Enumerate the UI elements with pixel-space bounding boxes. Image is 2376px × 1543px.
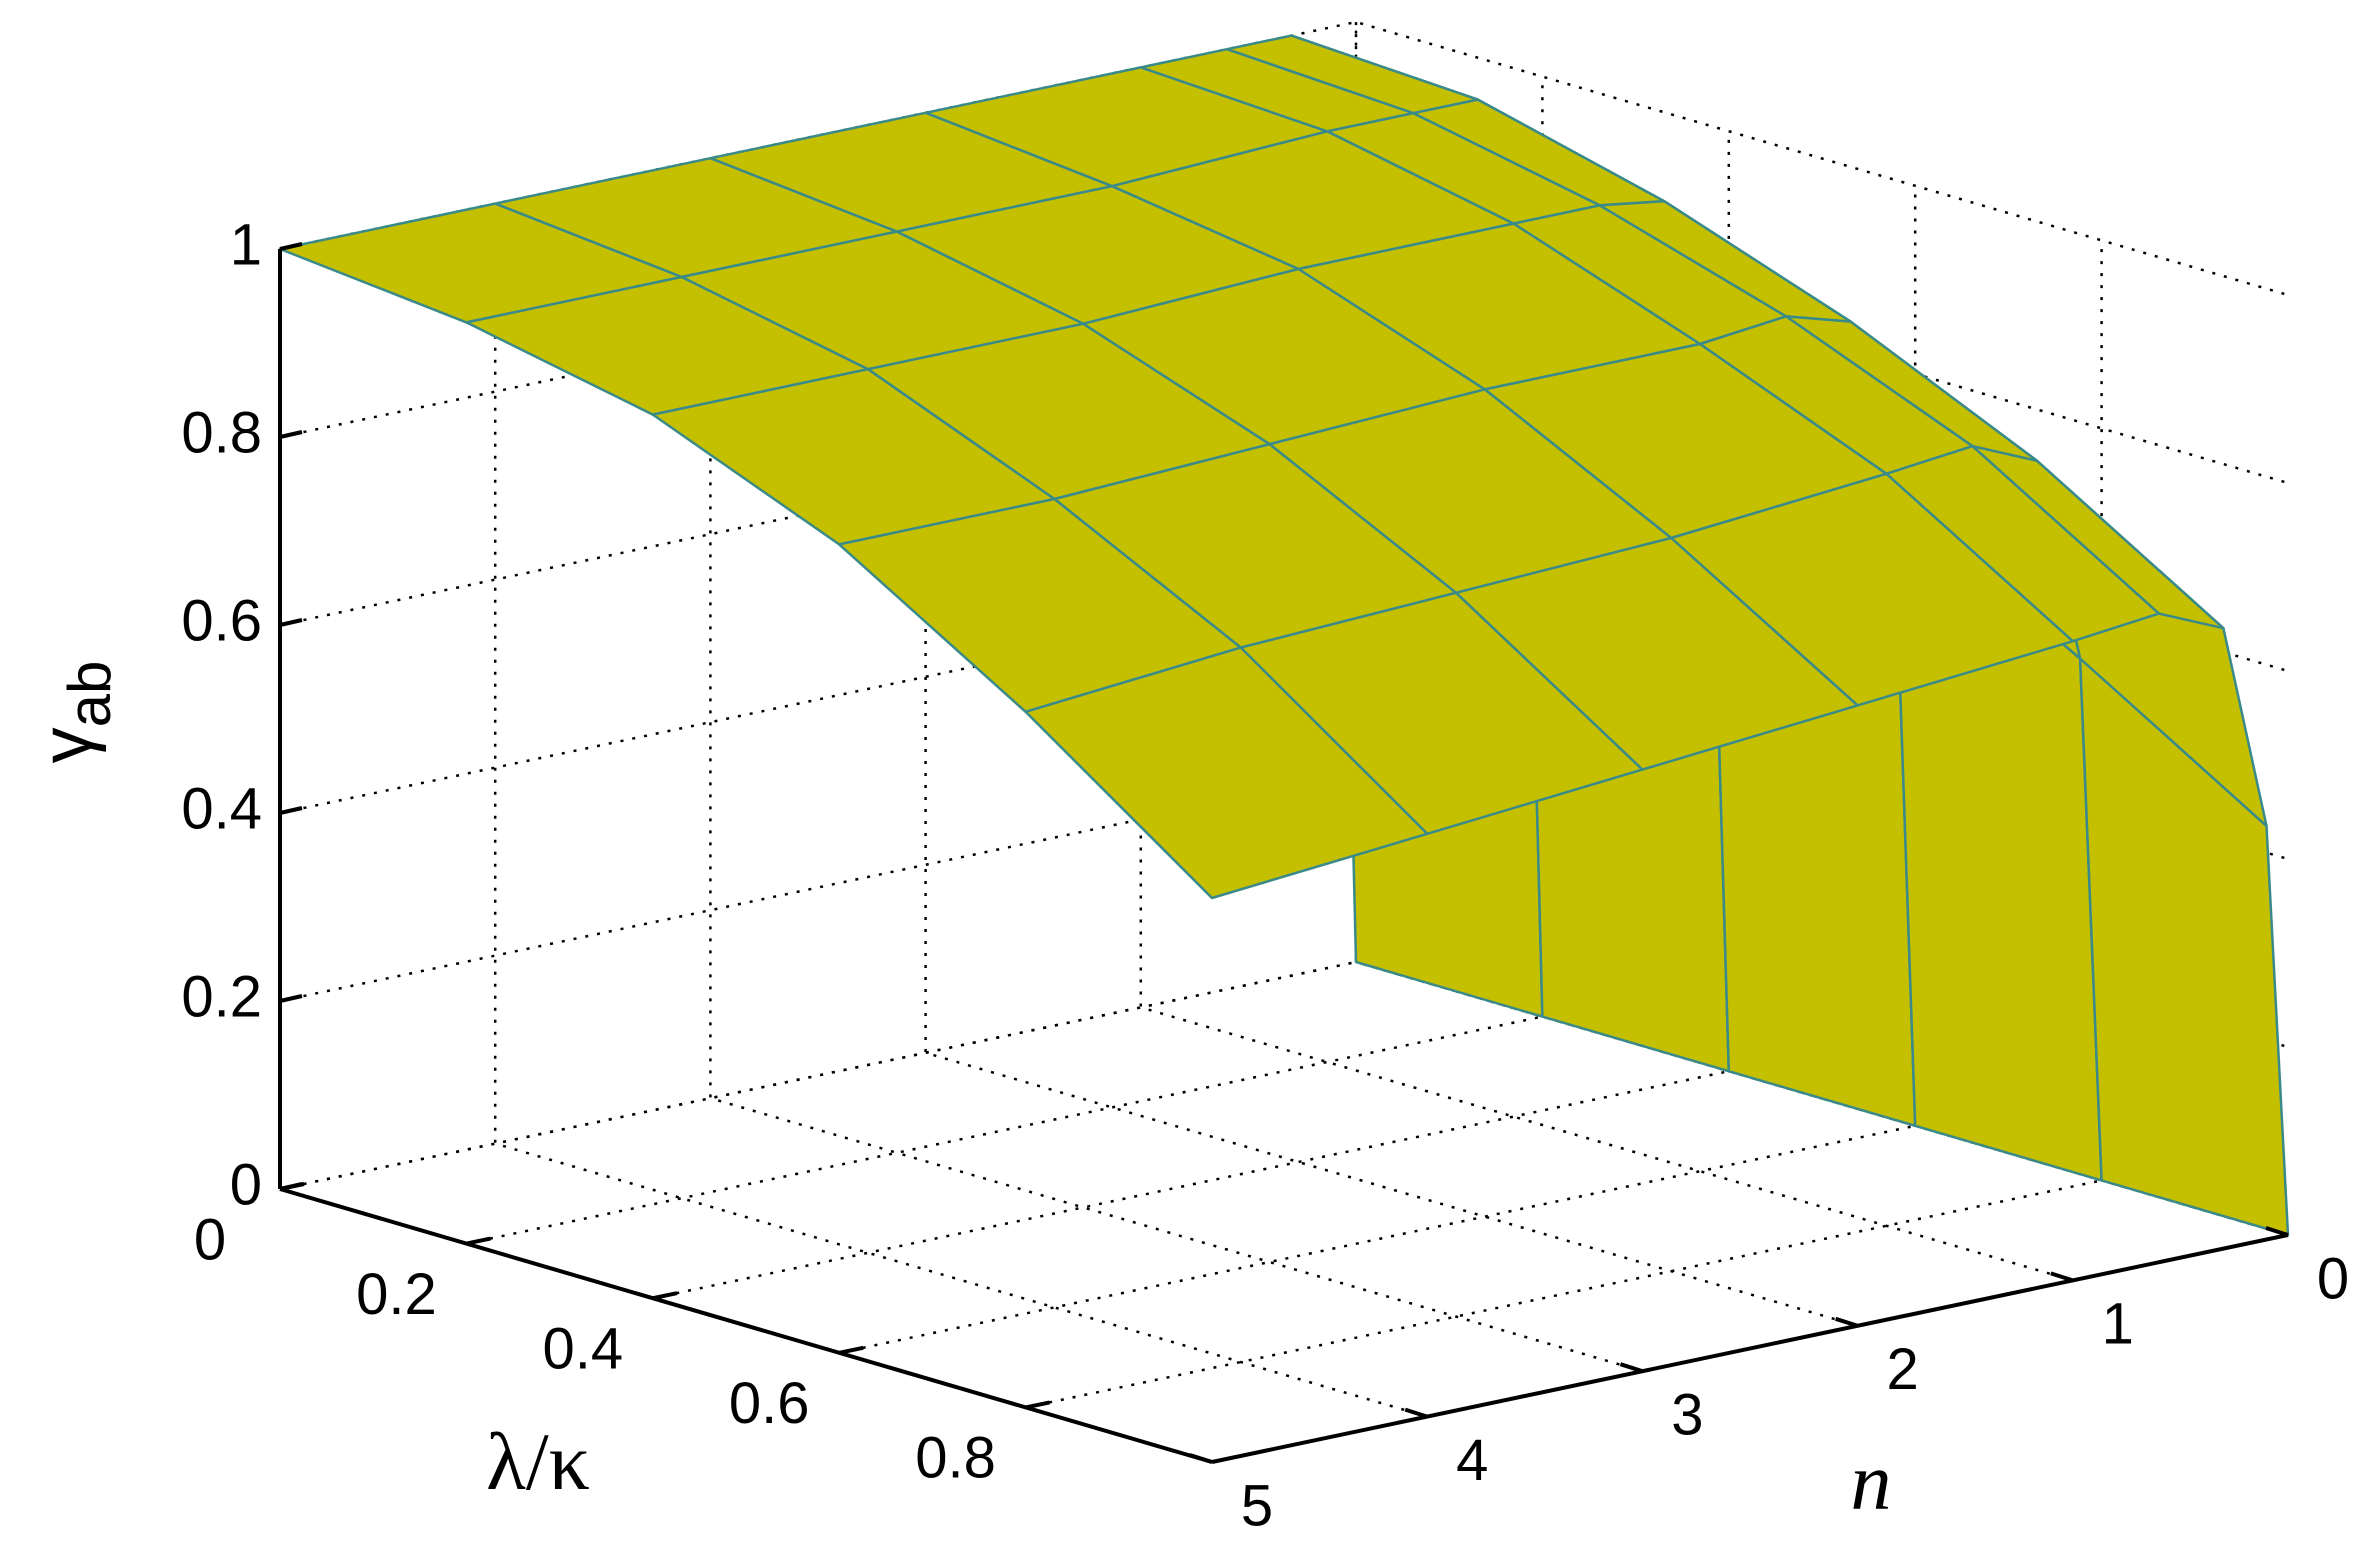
z-axis-label-sub: ab [56,661,123,728]
x-tick [652,1291,678,1301]
y-tick [1404,1407,1428,1419]
z-tick-label: 0.4 [181,776,262,841]
y-tick [1189,1453,1213,1464]
x-tick [465,1236,491,1246]
x-axis-label: λ/κ [486,1416,590,1507]
x-tick-label: 0.4 [542,1317,623,1382]
y-tick-label: 4 [1456,1428,1488,1493]
x-tick [838,1345,864,1355]
z-tick-label: 1 [230,212,262,277]
grid-line [493,203,1428,1418]
z-tick-label: 0 [230,1152,262,1217]
x-tick-label: 0 [194,1207,226,1272]
y-tick-label: 5 [1241,1473,1273,1538]
x-tick [279,1182,305,1191]
y-axis-label: n [1851,1436,1892,1527]
y-tick [2265,1226,2289,1237]
y-axis [1211,1233,2289,1464]
y-tick [1619,1362,1644,1374]
grid-line [709,158,1643,1373]
x-tick-label: 0.6 [729,1371,810,1436]
y-tick-label: 2 [1886,1337,1918,1402]
x-tick [1025,1400,1051,1410]
z-axis-label: γab [27,661,123,764]
surface-patch [1024,646,1429,900]
z-tick-label: 0.6 [181,588,262,653]
z-tick [279,994,303,1003]
y-tick [2050,1271,2074,1283]
z-axis-label-main: γ [27,727,107,763]
z-tick [279,242,303,251]
x-axis [279,1187,1213,1464]
z-tick-label: 0.2 [181,964,262,1029]
y-tick-label: 0 [2317,1246,2349,1311]
y-tick [1834,1316,1859,1328]
x-tick-label: 0.2 [356,1262,437,1327]
z-tick [279,618,303,627]
y-tick-label: 3 [1671,1383,1703,1448]
axes: 0 0.2 0.4 0.6 0.8 1 0 0.2 0.4 0.6 0.8 0 1 2 3 4 5 [181,212,2349,1538]
y-tick-label: 1 [2102,1292,2134,1357]
x-tick-label: 0.8 [915,1426,996,1491]
surface [278,34,2290,1237]
z-tick-label: 0.8 [181,400,262,465]
z-tick [279,430,303,439]
z-tick [279,806,303,815]
